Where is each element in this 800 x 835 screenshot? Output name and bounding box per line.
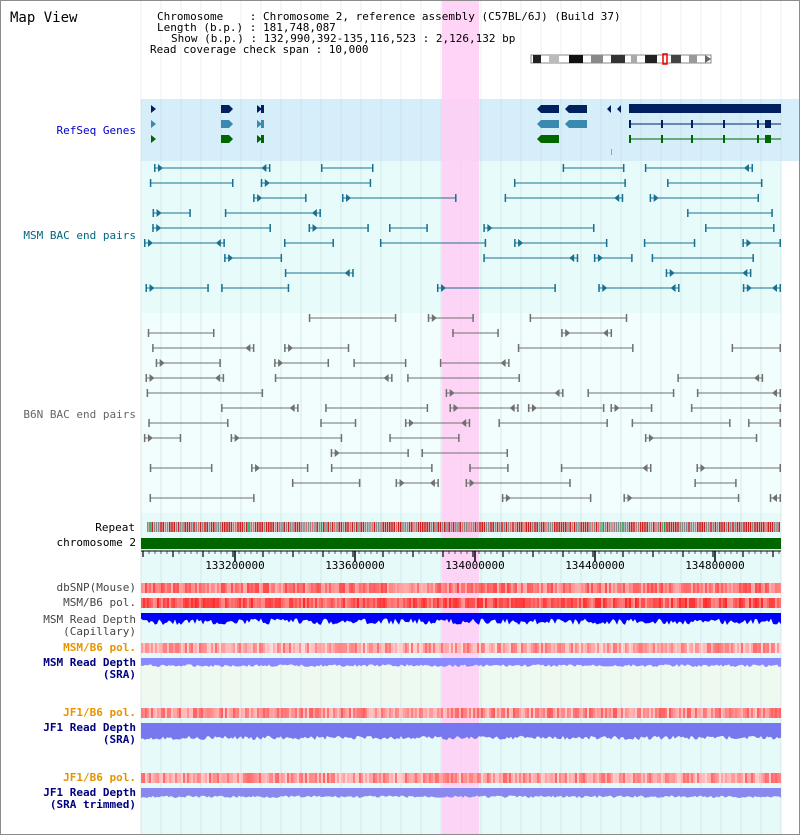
msm-bac-track xyxy=(143,164,781,292)
region-info: Chromosome : Chromosome 2, reference ass… xyxy=(150,11,621,55)
chromosome-ideogram[interactable] xyxy=(529,53,715,67)
repeat-track xyxy=(147,522,780,532)
read-depth-tracks xyxy=(141,613,781,798)
refseq-genes-track xyxy=(151,104,781,155)
tick-label-133200000: 133200000 xyxy=(205,559,265,572)
selection-highlight xyxy=(442,1,479,834)
tick-label-134400000: 134400000 xyxy=(565,559,625,572)
track-label-chromosome[interactable]: chromosome 2 xyxy=(56,536,136,549)
b6n-bac-track xyxy=(143,314,781,502)
chromosome-line: Chromosome : Chromosome 2, reference ass… xyxy=(157,10,621,23)
ideogram-position-marker xyxy=(662,53,668,65)
tick-label-134800000: 134800000 xyxy=(685,559,745,572)
track-label-repeat[interactable]: Repeat xyxy=(95,521,135,534)
track-label-refseq[interactable]: RefSeq Genes xyxy=(56,124,136,137)
track-label-jf1-b6-pol[interactable]: JF1/B6 pol. xyxy=(63,706,136,719)
length-line: Length (b.p.) : 181,748,087 xyxy=(157,21,336,34)
position-axis xyxy=(141,550,781,561)
track-label-msm-b6-pol[interactable]: MSM/B6 pol. xyxy=(63,596,136,609)
track-label-dbsnp[interactable]: dbSNP(Mouse) xyxy=(56,581,136,594)
track-label-jf1-depth-trimmed[interactable]: JF1 Read Depth (SRA trimmed) xyxy=(43,786,136,811)
track-label-msm-b6-pol-sra[interactable]: MSM/B6 pol. xyxy=(63,641,136,654)
show-line: Show (b.p.) : 132,990,392-135,116,523 : … xyxy=(171,32,516,45)
tick-label-133600000: 133600000 xyxy=(325,559,385,572)
track-label-msm-depth-sra[interactable]: MSM Read Depth (SRA) xyxy=(43,656,136,681)
track-label-msm-depth-capillary[interactable]: MSM Read Depth (Capillary) xyxy=(43,613,136,638)
coverage-line: Read coverage check span : 10,000 xyxy=(150,43,369,56)
track-label-jf1-depth-sra[interactable]: JF1 Read Depth (SRA) xyxy=(43,721,136,746)
axis-tick-labels: 133200000 133600000 134000000 134400000 … xyxy=(205,559,745,572)
tick-label-134000000: 134000000 xyxy=(445,559,505,572)
track-label-b6n-bac[interactable]: B6N BAC end pairs xyxy=(23,408,136,421)
page-title: Map View xyxy=(10,10,78,26)
chromosome-bar xyxy=(141,538,781,549)
track-label-msm-bac[interactable]: MSM BAC end pairs xyxy=(23,229,136,242)
track-label-jf1-b6-pol-trimmed[interactable]: JF1/B6 pol. xyxy=(63,771,136,784)
polymorphism-heat-tracks xyxy=(141,583,781,783)
